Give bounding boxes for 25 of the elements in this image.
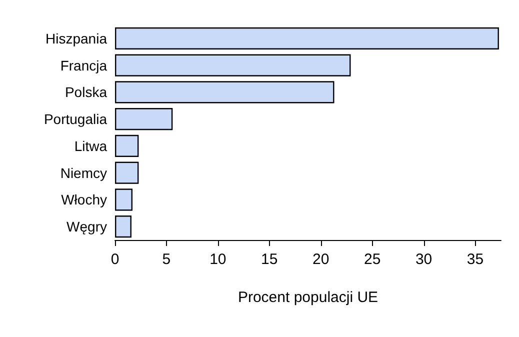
x-tick-label: 15	[261, 251, 278, 268]
y-tick-label: Litwa	[74, 138, 108, 154]
y-tick-label: Polska	[64, 84, 108, 100]
y-tick-label: Portugalia	[44, 111, 108, 128]
x-tick-label: 10	[210, 251, 226, 268]
x-axis-title: Procent populacji UE	[238, 289, 378, 306]
y-tick-label: Francja	[60, 57, 108, 74]
x-tick-label: 35	[466, 251, 484, 268]
bar	[115, 162, 139, 184]
x-tick-label: 25	[364, 251, 381, 268]
y-tick-label: Węgry	[66, 218, 107, 235]
x-tick-label: 5	[162, 251, 171, 268]
bar	[115, 81, 334, 104]
bar	[115, 216, 132, 238]
bar	[115, 134, 139, 157]
bar	[115, 27, 499, 50]
y-tick-label: Niemcy	[60, 164, 107, 181]
bar	[115, 108, 173, 130]
x-tick-label: 0	[110, 251, 120, 268]
bar	[115, 54, 351, 76]
bar	[115, 188, 132, 211]
y-tick-label: Włochy	[61, 192, 107, 208]
x-tick-label: 20	[312, 251, 330, 268]
y-tick-label: Hiszpania	[46, 30, 108, 46]
x-tick-label: 30	[415, 251, 432, 268]
